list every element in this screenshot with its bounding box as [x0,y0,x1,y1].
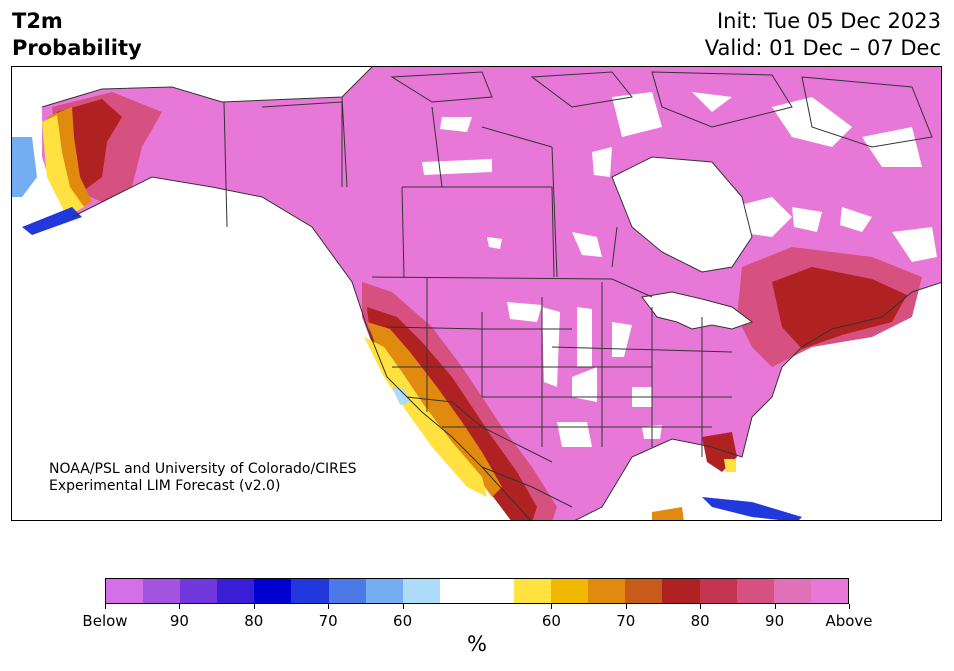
colorbar-swatch [365,579,403,603]
colorbar-tick-mark [105,604,106,609]
great-lakes [641,291,754,330]
colorbar-tick-mark [849,604,850,609]
colorbar-tick-mark [179,604,181,609]
alaska-band-60 [42,115,84,217]
colorbar-swatch [551,579,589,603]
arctic-islands [390,71,933,148]
forecast-dates: Init: Tue 05 Dec 2023 Valid: 01 Dec – 07… [705,8,941,62]
map-title: T2m Probability [12,8,142,62]
colorbar-tick-label: Below [82,612,128,630]
cuba-cold [702,497,802,520]
colorbar-swatch [402,579,440,603]
map-canvas [12,67,941,520]
colorbar-tick-label: 70 [616,612,636,630]
neutral-patches [422,92,937,447]
colorbar-swatch [254,579,292,603]
caribbean-warm [652,507,684,520]
attribution-line-2: Experimental LIM Forecast (v2.0) [49,478,281,494]
colorbar-swatch [143,579,181,603]
colorbar-swatch [736,579,774,603]
colorbar-swatch [514,579,552,603]
florida-band-60 [724,459,736,472]
colorbar-swatch [439,579,477,603]
colorbar-tick-label: 80 [690,612,710,630]
colorbar-swatch [476,579,515,603]
colorbar-tick-mark [774,604,776,609]
title-line-2: Probability [12,36,142,60]
colorbar-swatch [180,579,218,603]
boundaries [41,67,941,520]
colorbar-tick-label: 60 [393,612,413,630]
colorbar-tick-mark [625,604,627,609]
valid-range: Valid: 01 Dec – 07 Dec [704,36,941,60]
colorbar-tick-mark [328,604,330,609]
colorbar-swatch [662,579,700,603]
colorbar-tick-mark [551,604,553,609]
colorbar-swatch [217,579,255,603]
colorbar-tick-label: Above [825,612,873,630]
colorbar-tick-mark [402,604,404,609]
baja-cold [392,387,410,405]
colorbar-tick-mark [253,604,255,609]
forecast-map [11,66,942,521]
colorbar-tick-label: 60 [541,612,561,630]
colorbar-swatch [810,579,848,603]
colorbar-swatch [625,579,663,603]
colorbar-swatch [773,579,811,603]
colorbar-swatch [328,579,366,603]
westcoast-band-60 [364,337,487,497]
colorbar-tick-label: 90 [169,612,189,630]
colorbar-tick-label: 70 [318,612,338,630]
title-line-1: T2m [12,9,63,33]
init-date: Init: Tue 05 Dec 2023 [716,9,941,33]
attribution-line-1: NOAA/PSL and University of Colorado/CIRE… [49,461,357,477]
colorbar-swatch [291,579,329,603]
colorbar-swatch [588,579,626,603]
colorbar-unit: % [467,632,487,656]
colorbar [105,578,849,604]
colorbar-tick-label: 80 [244,612,264,630]
attribution: NOAA/PSL and University of Colorado/CIRE… [49,461,357,495]
colorbar-swatch [699,579,737,603]
colorbar-swatch [106,579,144,603]
colorbar-tick-mark [700,604,702,609]
alaska-cold [12,137,37,197]
hudson-bay [611,156,753,273]
northeast-band-80 [772,267,907,349]
aleutian-cold [22,207,82,235]
colorbar-tick-label: 90 [765,612,785,630]
